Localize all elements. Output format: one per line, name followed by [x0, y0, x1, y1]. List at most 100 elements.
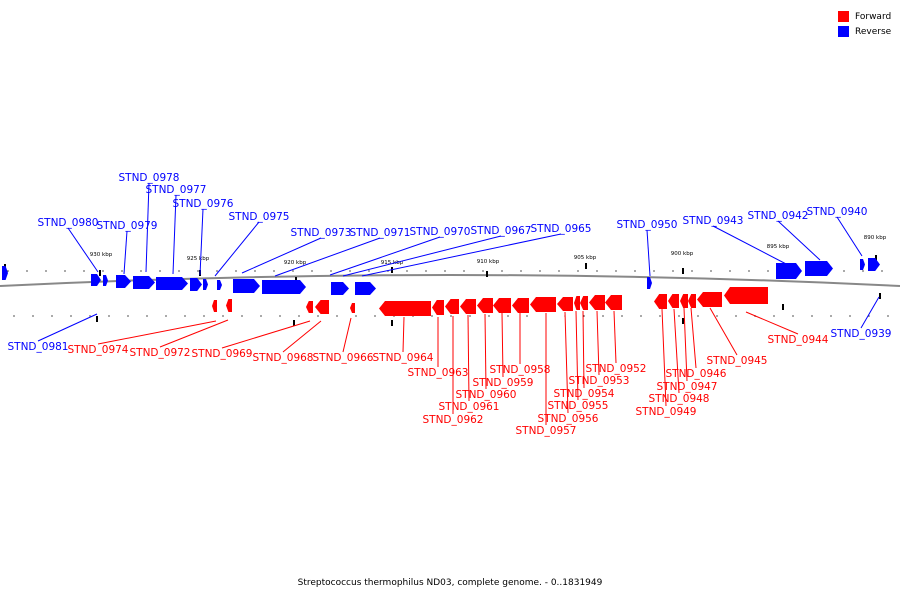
callout-line [97, 320, 217, 345]
scale-label: 895 kbp [767, 244, 790, 250]
gene-label-stnd-0942: STND_0942 [748, 210, 809, 222]
gene-label-stnd-0947: STND_0947 [657, 381, 718, 393]
callout-line [860, 296, 880, 329]
reverse-swatch [838, 26, 849, 37]
callout-line [596, 310, 600, 376]
forward-gene-arrow [688, 294, 696, 308]
gene-label-stnd-0974: STND_0974 [68, 344, 129, 356]
gene-label-stnd-0980: STND_0980 [38, 217, 99, 229]
reverse-gene-arrow [91, 274, 101, 286]
forward-gene-arrow [315, 300, 329, 314]
reverse-gene-arrow [355, 282, 376, 295]
scale-label: 900 kbp [671, 251, 694, 257]
forward-gene-arrow [477, 298, 493, 313]
callout-line [342, 235, 502, 277]
callout-line [661, 308, 667, 407]
gene-label-stnd-0968: STND_0968 [253, 352, 314, 364]
gene-features [2, 258, 880, 316]
gene-label-stnd-0940: STND_0940 [807, 206, 868, 218]
gene-label-stnd-0944: STND_0944 [768, 334, 829, 346]
gene-label-stnd-0946: STND_0946 [666, 368, 727, 380]
callout-line [777, 220, 821, 261]
forward-gene-arrow [493, 298, 511, 313]
callout-line [683, 307, 688, 382]
reverse-gene-arrow [133, 276, 155, 289]
gene-label-stnd-0948: STND_0948 [649, 393, 710, 405]
callout-line [575, 310, 579, 401]
callout-line [361, 233, 562, 277]
callout-line [214, 221, 260, 277]
callout-line [690, 307, 697, 369]
gene-label-stnd-0960: STND_0960 [456, 389, 517, 401]
reverse-gene-arrow [331, 282, 349, 295]
callout-line [564, 311, 569, 414]
gene-label-stnd-0945: STND_0945 [707, 355, 768, 367]
forward-swatch [838, 11, 849, 22]
callout-line [159, 319, 229, 348]
gene-label-stnd-0956: STND_0956 [538, 413, 599, 425]
reverse-gene-arrow [190, 278, 202, 291]
forward-gene-arrow [605, 295, 622, 310]
reverse-gene-arrow [156, 277, 188, 290]
callout-line [274, 237, 381, 277]
forward-gene-arrow [445, 299, 459, 314]
reverse-gene-arrow [868, 258, 880, 271]
gene-label-stnd-0979: STND_0979 [97, 220, 158, 232]
gene-label-stnd-0967: STND_0967 [471, 225, 532, 237]
callout-line [745, 311, 799, 335]
callout-line [123, 230, 128, 275]
callout-line [501, 312, 504, 378]
forward-gene-arrow [668, 294, 679, 308]
gene-label-stnd-0972: STND_0972 [130, 347, 191, 359]
legend-reverse-label: Reverse [855, 26, 892, 37]
callout-line [712, 225, 791, 267]
scale-label: 925 kbp [187, 256, 210, 262]
forward-gene-arrow [589, 295, 605, 310]
reverse-gene-arrow [647, 277, 652, 289]
forward-gene-arrow [379, 301, 431, 316]
callout-line [221, 320, 311, 349]
reverse-gene-arrow [860, 259, 865, 270]
forward-gene-arrow [212, 300, 217, 312]
gene-label-stnd-0950: STND_0950 [617, 219, 678, 231]
callout-line [613, 310, 617, 364]
scale-label: 890 kbp [864, 235, 887, 241]
gene-label-stnd-0965: STND_0965 [531, 223, 592, 235]
callout-line [172, 194, 177, 275]
legend: Forward Reverse [838, 9, 891, 39]
gene-label-stnd-0959: STND_0959 [473, 377, 534, 389]
forward-gene-arrow [557, 297, 573, 311]
callout-line [646, 229, 651, 277]
scale-label: 920 kbp [284, 260, 307, 266]
gene-label-stnd-0978: STND_0978 [119, 172, 180, 184]
reverse-gene-arrow [217, 280, 222, 290]
gene-label-stnd-0969: STND_0969 [192, 348, 253, 360]
gene-label-stnd-0949: STND_0949 [636, 406, 697, 418]
gene-label-stnd-0976: STND_0976 [173, 198, 234, 210]
callout-line [342, 317, 352, 353]
callout-line [241, 237, 322, 274]
forward-gene-arrow [724, 287, 768, 304]
forward-gene-arrow [432, 300, 444, 315]
legend-item-forward: Forward [838, 9, 891, 24]
callout-line [467, 314, 470, 402]
gene-label-stnd-0957: STND_0957 [516, 425, 577, 437]
gene-label-stnd-0973: STND_0973 [291, 227, 352, 239]
reverse-gene-arrow [776, 263, 802, 279]
forward-gene-arrow [580, 296, 588, 310]
gene-label-stnd-0939: STND_0939 [831, 328, 892, 340]
gene-label-stnd-0981: STND_0981 [8, 341, 69, 353]
callout-line [673, 308, 680, 394]
gene-label-stnd-0943: STND_0943 [683, 215, 744, 227]
gene-label-stnd-0955: STND_0955 [548, 400, 609, 412]
gene-label-stnd-0958: STND_0958 [490, 364, 551, 376]
gene-label-stnd-0971: STND_0971 [350, 227, 411, 239]
callout-line [709, 307, 738, 356]
forward-gene-arrow [574, 296, 580, 310]
reverse-gene-arrow [805, 261, 833, 276]
forward-gene-arrow [680, 294, 688, 308]
gene-label-stnd-0961: STND_0961 [439, 401, 500, 413]
callout-line [145, 182, 150, 273]
gene-label-stnd-0977: STND_0977 [146, 184, 207, 196]
